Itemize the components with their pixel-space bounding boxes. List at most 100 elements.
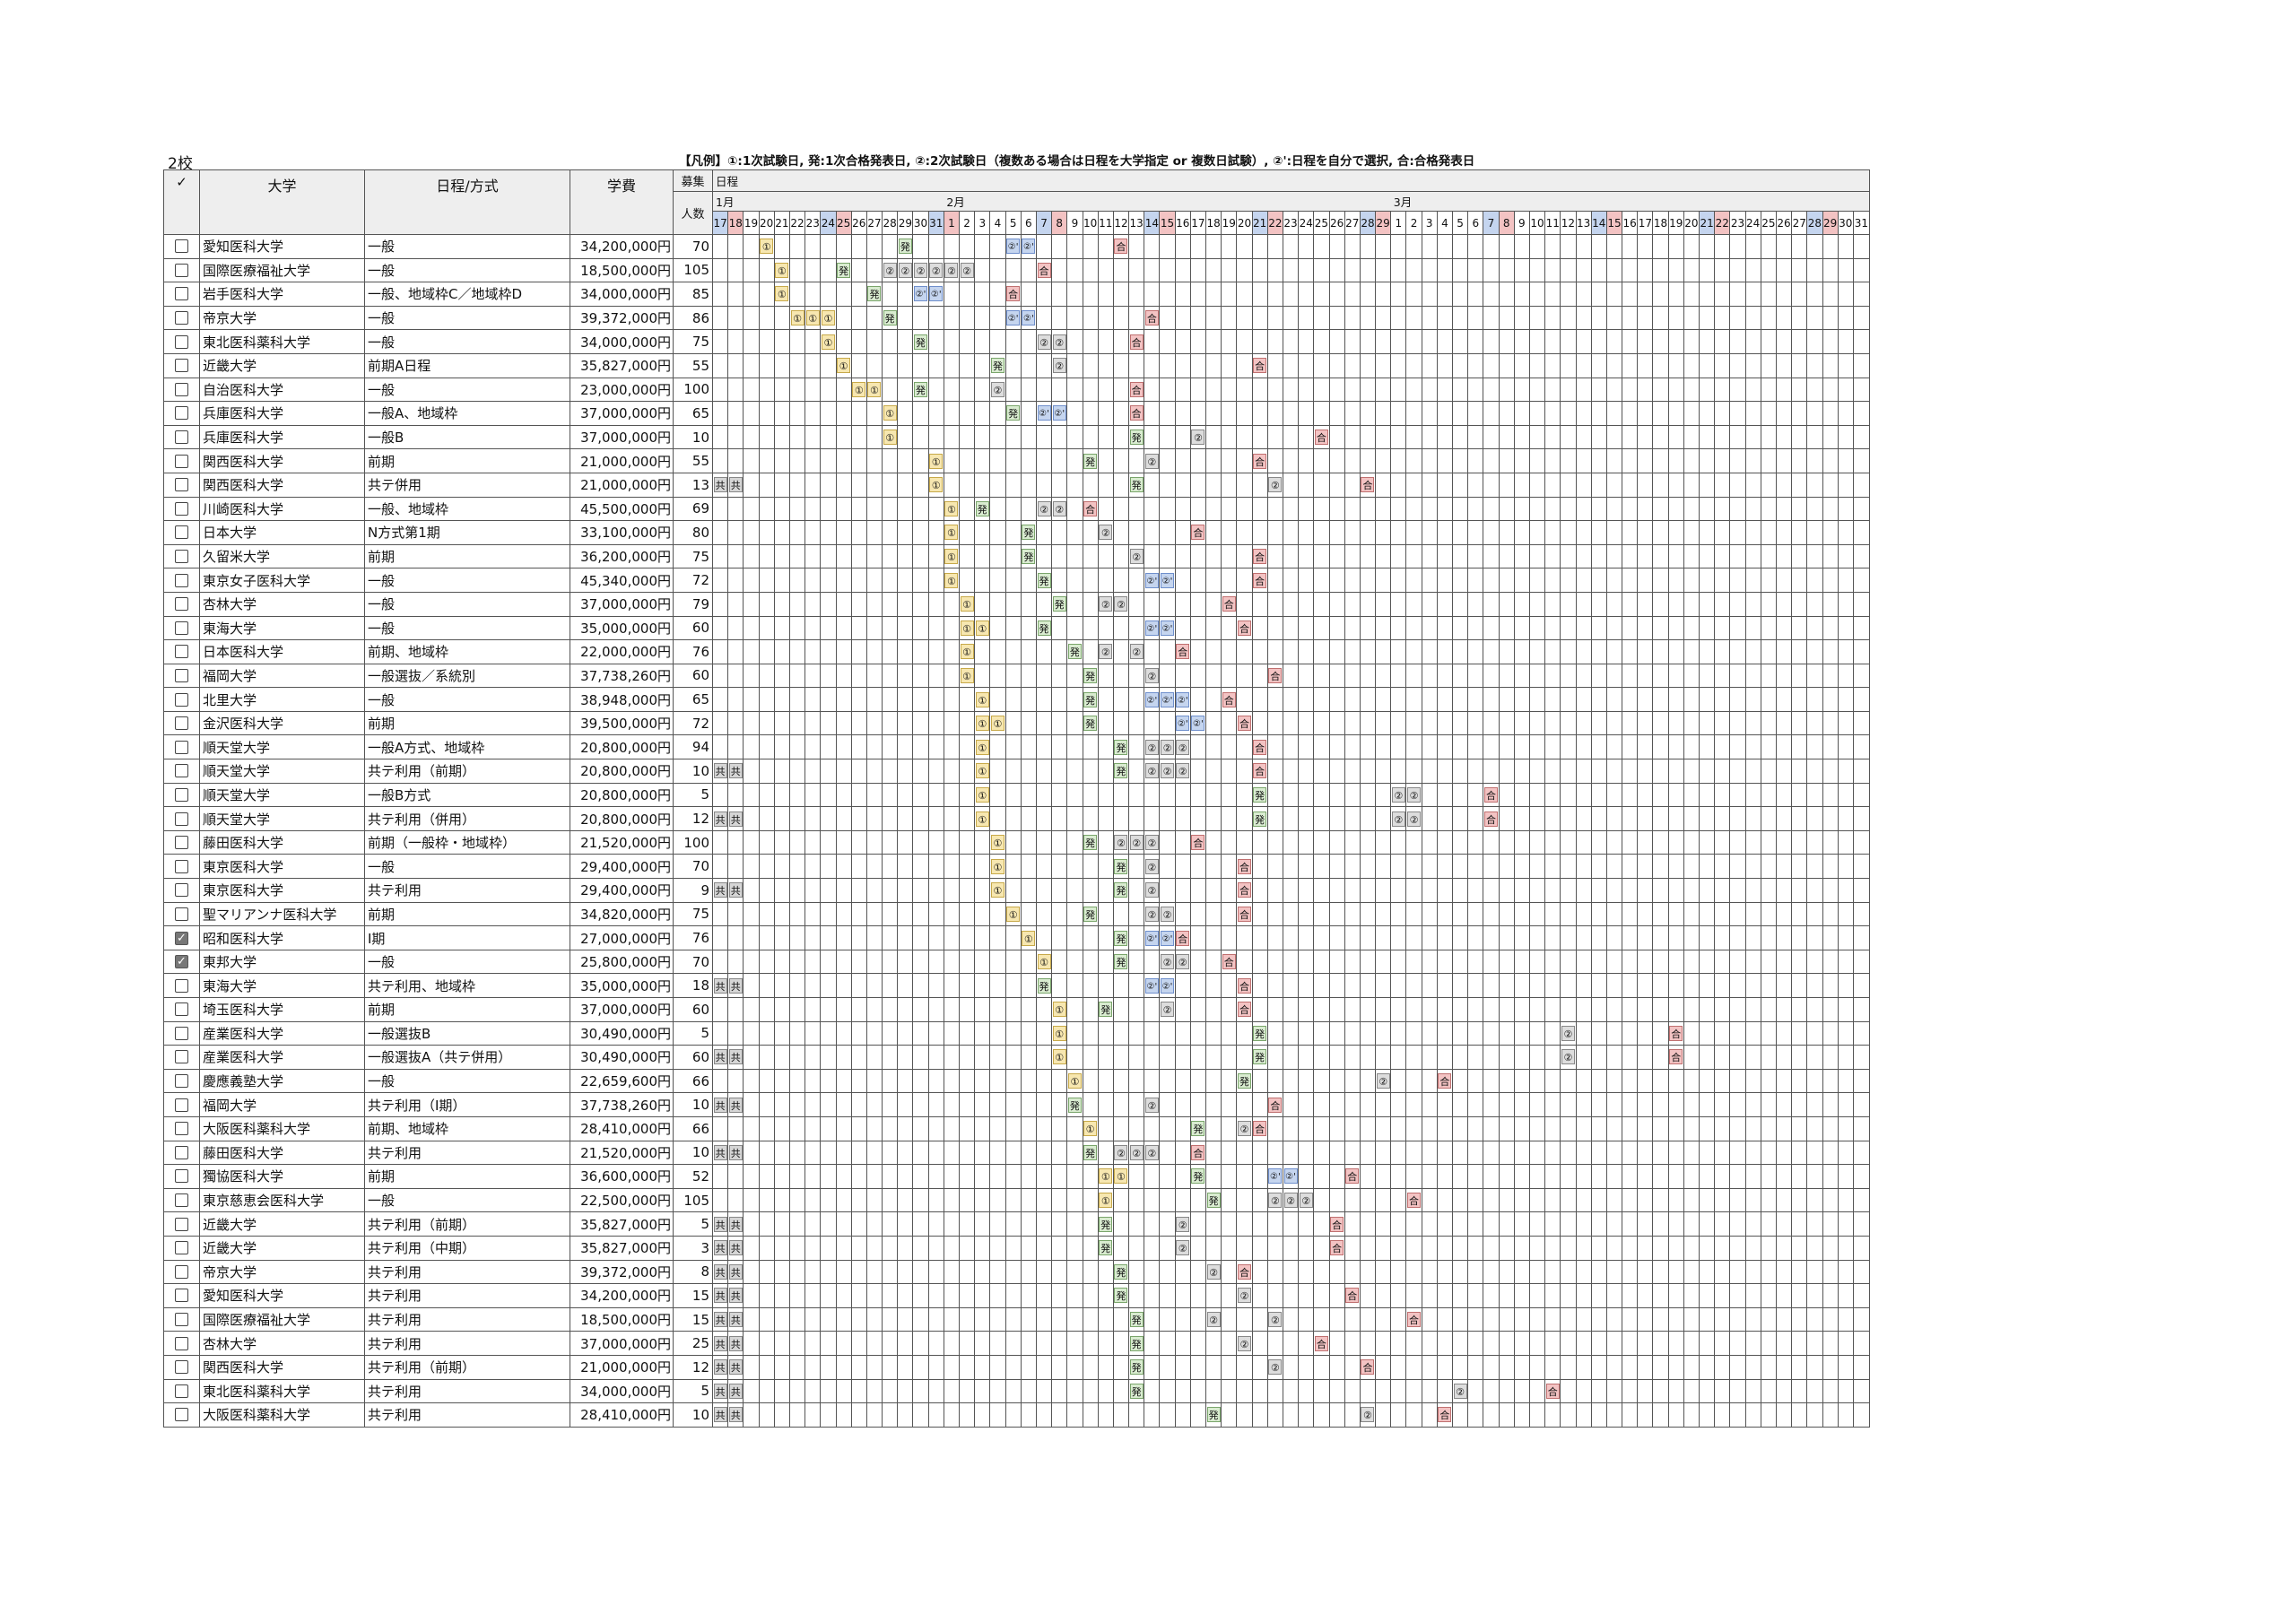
row-checkbox[interactable] xyxy=(175,1026,188,1040)
row-checkbox[interactable]: ✓ xyxy=(175,931,188,945)
row-checkbox[interactable] xyxy=(175,334,188,349)
day-cell xyxy=(1251,1306,1268,1332)
university-cell: 川崎医科大学 xyxy=(199,496,365,522)
row-checkbox[interactable] xyxy=(175,1217,188,1231)
day-cell xyxy=(1421,663,1438,689)
row-checkbox[interactable] xyxy=(175,1384,188,1398)
row-checkbox[interactable] xyxy=(175,692,188,707)
day-cell xyxy=(1451,1115,1469,1141)
day-cell xyxy=(1652,424,1669,450)
day-cell xyxy=(804,997,822,1022)
row-checkbox[interactable] xyxy=(175,525,188,540)
day-cell xyxy=(1313,329,1330,354)
day-cell: ① xyxy=(1035,949,1053,975)
row-checkbox[interactable] xyxy=(175,1241,188,1255)
row-checkbox[interactable] xyxy=(175,787,188,802)
second-exam-choice-marker: ②' xyxy=(1161,572,1175,588)
row-checkbox[interactable] xyxy=(175,1098,188,1112)
day-cell xyxy=(1375,1092,1392,1117)
day-cell xyxy=(743,734,760,760)
row-checkbox[interactable] xyxy=(175,1408,188,1422)
fee-cell: 20,800,000円 xyxy=(570,759,674,784)
day-cell: 発 xyxy=(1112,734,1130,760)
day-cell xyxy=(773,949,790,975)
row-checkbox[interactable] xyxy=(175,1169,188,1184)
day-cell xyxy=(1467,949,1484,975)
row-checkbox[interactable]: ✓ xyxy=(175,955,188,969)
table-row: 東京慈恵会医科大学 一般 22,500,000円 105 ① 発 ② ② ② 合 xyxy=(163,1187,1870,1213)
row-checkbox[interactable] xyxy=(175,812,188,826)
row-checkbox[interactable] xyxy=(175,740,188,754)
row-checkbox[interactable] xyxy=(175,550,188,564)
day-cell xyxy=(1097,377,1114,403)
day-cell: 合 xyxy=(1667,1020,1684,1046)
second-exam-marker: ② xyxy=(1176,1240,1190,1256)
row-checkbox[interactable] xyxy=(175,978,188,993)
row-checkbox[interactable] xyxy=(175,454,188,468)
row-checkbox[interactable] xyxy=(175,1122,188,1136)
row-checkbox[interactable] xyxy=(175,1313,188,1327)
day-cell xyxy=(1251,472,1268,498)
day-cell xyxy=(758,448,775,473)
day-cell xyxy=(1498,472,1515,498)
row-checkbox[interactable] xyxy=(175,764,188,778)
day-cell xyxy=(1667,949,1684,975)
row-checkbox[interactable] xyxy=(175,406,188,421)
row-checkbox[interactable] xyxy=(175,501,188,516)
day-cell xyxy=(1622,1283,1639,1308)
day-cell xyxy=(989,615,1006,641)
day-cell: ② xyxy=(958,257,976,283)
row-checkbox[interactable] xyxy=(175,239,188,254)
row-checkbox[interactable] xyxy=(175,1264,188,1279)
day-cell xyxy=(850,543,867,569)
day-cell xyxy=(1344,1115,1361,1141)
day-cell xyxy=(1282,973,1300,998)
day-cell xyxy=(1328,424,1345,450)
day-cell: ② xyxy=(1560,1020,1577,1046)
day-cell xyxy=(711,568,729,593)
day-cell xyxy=(1652,901,1669,927)
day-cell xyxy=(1266,282,1283,307)
row-checkbox[interactable] xyxy=(175,1145,188,1159)
row-checkbox[interactable] xyxy=(175,883,188,898)
day-cell xyxy=(1837,1402,1854,1428)
row-checkbox[interactable] xyxy=(175,478,188,492)
day-cell xyxy=(743,710,760,736)
day-cell xyxy=(1313,878,1330,903)
row-checkbox[interactable] xyxy=(175,1193,188,1208)
row-checkbox[interactable] xyxy=(175,1336,188,1350)
row-checkbox[interactable] xyxy=(175,263,188,277)
row-checkbox[interactable] xyxy=(175,311,188,325)
day-cell xyxy=(1451,1306,1469,1332)
day-cell xyxy=(1837,1354,1854,1380)
row-checkbox[interactable] xyxy=(175,287,188,301)
row-checkbox[interactable] xyxy=(175,1289,188,1303)
day-cell xyxy=(1698,878,1716,903)
day-cell xyxy=(743,639,760,664)
day-cell xyxy=(1714,1092,1731,1117)
row-checkbox[interactable] xyxy=(175,359,188,373)
day-cell xyxy=(743,1259,760,1285)
day-cell xyxy=(1698,282,1716,307)
row-checkbox[interactable] xyxy=(175,1360,188,1375)
day-cell xyxy=(1251,1164,1268,1189)
row-checkbox[interactable] xyxy=(175,597,188,612)
row-checkbox[interactable] xyxy=(175,1002,188,1017)
schedule-cell: 共テ利用 xyxy=(364,1378,570,1404)
row-checkbox[interactable] xyxy=(175,668,188,682)
row-checkbox[interactable] xyxy=(175,859,188,873)
row-checkbox[interactable] xyxy=(175,382,188,396)
row-checkbox[interactable] xyxy=(175,907,188,921)
row-checkbox[interactable] xyxy=(175,621,188,635)
row-checkbox[interactable] xyxy=(175,836,188,850)
day-cell xyxy=(1683,1140,1700,1166)
day-cell xyxy=(1667,496,1684,522)
row-checkbox[interactable] xyxy=(175,716,188,731)
row-checkbox[interactable] xyxy=(175,1050,188,1064)
row-checkbox[interactable] xyxy=(175,430,188,445)
university-cell: 北里大学 xyxy=(199,687,365,712)
row-checkbox[interactable] xyxy=(175,1074,188,1089)
row-checkbox[interactable] xyxy=(175,645,188,659)
row-checkbox[interactable] xyxy=(175,573,188,587)
day-cell xyxy=(1344,1092,1361,1117)
